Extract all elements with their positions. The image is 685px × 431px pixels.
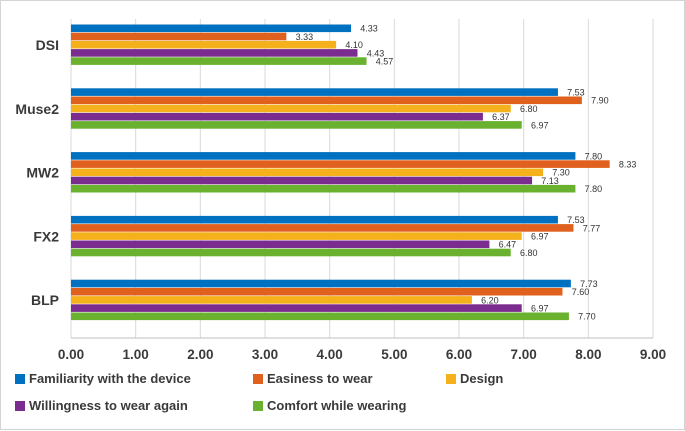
bar-dsi-design [71, 40, 337, 49]
bar-blp-familiarity-with-the-device [71, 279, 571, 288]
category-label-fx2: FX2 [33, 228, 59, 244]
data-label-muse2-comfort-while-wearing: 6.97 [531, 120, 549, 130]
x-tick-label: 6.00 [446, 347, 472, 362]
category-label-muse2: Muse2 [15, 101, 59, 117]
x-tick-label: 4.00 [317, 347, 343, 362]
bar-dsi-willingness-to-wear-again [71, 49, 358, 57]
bar-muse2-comfort-while-wearing [71, 121, 522, 129]
bar-mw2-design [71, 168, 544, 177]
bar-fx2-easiness-to-wear [71, 224, 574, 232]
legend-item-willingness-to-wear-again: Willingness to wear again [15, 398, 188, 413]
legend-swatch [253, 401, 263, 411]
legend-swatch [446, 374, 456, 384]
data-label-fx2-easiness-to-wear: 7.77 [583, 223, 601, 233]
data-label-mw2-comfort-while-wearing: 7.80 [585, 184, 603, 194]
legend-label: Familiarity with the device [29, 371, 191, 386]
x-tick-label: 3.00 [252, 347, 278, 362]
legend-label: Design [460, 371, 503, 386]
legend-swatch [15, 374, 25, 384]
data-label-muse2-design: 6.80 [520, 104, 538, 114]
data-label-mw2-design: 7.30 [552, 168, 570, 178]
data-label-dsi-willingness-to-wear-again: 4.43 [367, 48, 385, 58]
legend-item-design: Design [446, 371, 503, 386]
data-label-blp-familiarity-with-the-device: 7.73 [580, 279, 598, 289]
bar-muse2-willingness-to-wear-again [71, 112, 483, 121]
x-tick-label: 1.00 [123, 347, 149, 362]
data-label-muse2-willingness-to-wear-again: 6.37 [492, 112, 510, 122]
data-label-dsi-comfort-while-wearing: 4.57 [376, 57, 394, 67]
bar-fx2-willingness-to-wear-again [71, 240, 490, 249]
bar-muse2-familiarity-with-the-device [71, 88, 558, 96]
legend-item-familiarity-with-the-device: Familiarity with the device [15, 371, 191, 386]
bar-dsi-easiness-to-wear [71, 32, 287, 41]
data-label-fx2-willingness-to-wear-again: 6.47 [499, 240, 517, 250]
legend-label: Comfort while wearing [267, 398, 406, 413]
x-tick-label: 2.00 [187, 347, 213, 362]
x-tick-label: 5.00 [381, 347, 407, 362]
bar-dsi-comfort-while-wearing [71, 57, 367, 65]
bars: 4.33 3.33 4.10 4.434.57 7.53 7.90 6.80 6.37 6.97… [71, 24, 636, 322]
data-label-fx2-familiarity-with-the-device: 7.53 [567, 215, 585, 225]
bar-mw2-comfort-while-wearing [71, 184, 576, 193]
legend-swatch [253, 374, 263, 384]
legend-item-comfort-while-wearing: Comfort while wearing [253, 398, 406, 413]
bar-fx2-design [71, 232, 522, 240]
legend: Familiarity with the device Easiness to w… [15, 371, 503, 413]
bar-muse2-easiness-to-wear [71, 96, 582, 105]
bar-mw2-familiarity-with-the-device [71, 152, 576, 160]
bar-blp-design [71, 296, 472, 304]
data-label-dsi-design: 4.10 [345, 40, 363, 50]
data-label-muse2-familiarity-with-the-device: 7.53 [567, 88, 585, 98]
bar-fx2-familiarity-with-the-device [71, 215, 558, 224]
bar-mw2-easiness-to-wear [71, 160, 610, 168]
data-label-muse2-easiness-to-wear: 7.90 [591, 96, 609, 106]
legend-item-easiness-to-wear: Easiness to wear [253, 371, 373, 386]
data-label-mw2-familiarity-with-the-device: 7.80 [585, 151, 603, 161]
bar-blp-willingness-to-wear-again [71, 304, 522, 312]
data-label-blp-design: 6.20 [481, 295, 499, 305]
x-tick-label: 9.00 [640, 347, 666, 362]
x-tick-label: 0.00 [58, 347, 84, 362]
data-label-mw2-easiness-to-wear: 8.33 [619, 160, 637, 170]
data-label-blp-easiness-to-wear: 7.60 [572, 287, 590, 297]
data-label-blp-willingness-to-wear-again: 6.97 [531, 304, 549, 314]
data-label-fx2-design: 6.97 [531, 232, 549, 242]
legend-swatch [15, 401, 25, 411]
data-label-mw2-willingness-to-wear-again: 7.13 [541, 176, 559, 186]
data-label-blp-comfort-while-wearing: 7.70 [578, 312, 596, 322]
x-tick-label: 7.00 [511, 347, 537, 362]
bar-muse2-design [71, 104, 511, 113]
bar-dsi-familiarity-with-the-device [71, 24, 352, 33]
category-label-blp: BLP [31, 292, 59, 308]
data-label-fx2-comfort-while-wearing: 6.80 [520, 248, 538, 258]
data-label-dsi-familiarity-with-the-device: 4.33 [360, 24, 378, 34]
axes: 0.00 1.00 2.00 3.00 4.00 5.00 6.00 7.00 8.00 9.00… [15, 37, 666, 362]
bar-blp-comfort-while-wearing [71, 312, 569, 321]
bar-fx2-comfort-while-wearing [71, 248, 511, 257]
bar-blp-easiness-to-wear [71, 287, 563, 296]
x-tick-label: 8.00 [575, 347, 601, 362]
category-label-mw2: MW2 [26, 165, 59, 181]
data-label-dsi-easiness-to-wear: 3.33 [296, 32, 314, 42]
bar-mw2-willingness-to-wear-again [71, 176, 533, 185]
category-label-dsi: DSI [36, 37, 59, 53]
legend-label: Easiness to wear [267, 371, 373, 386]
legend-label: Willingness to wear again [29, 398, 188, 413]
